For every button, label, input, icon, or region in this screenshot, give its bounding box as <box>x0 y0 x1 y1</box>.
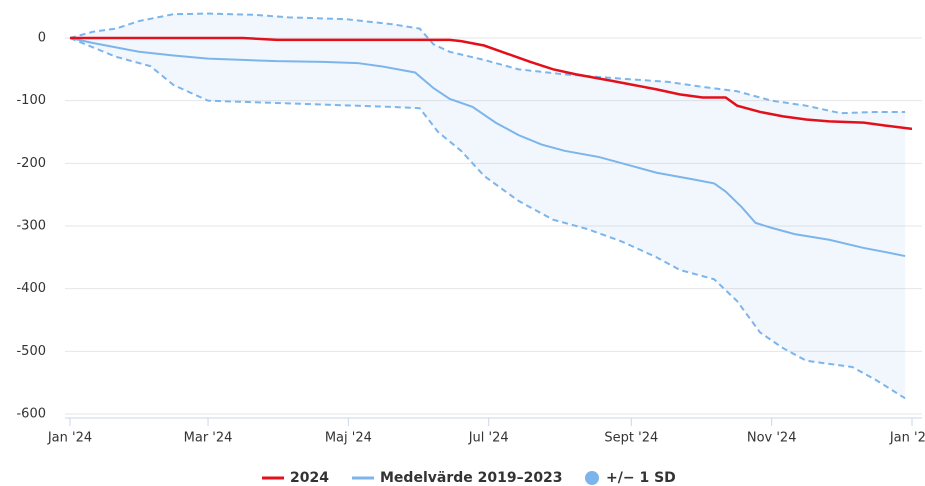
y-tick-label: 0 <box>38 31 46 46</box>
x-tick-label: Nov '24 <box>747 431 797 446</box>
x-tick-label: Maj '24 <box>325 431 372 446</box>
y-tick-label: -600 <box>16 407 46 422</box>
series-line <box>69 37 906 258</box>
x-tick-label: Jul '24 <box>468 431 509 446</box>
y-tick-label: -500 <box>16 344 46 359</box>
x-tick-label: Mar '24 <box>184 431 233 446</box>
legend-label: 2024 <box>290 470 329 486</box>
sd-band <box>70 13 906 399</box>
series-line <box>70 36 913 131</box>
legend-swatch <box>585 471 599 485</box>
x-tick-label: Jan '25 <box>889 431 925 446</box>
y-tick-label: -300 <box>16 219 46 234</box>
y-tick-label: -200 <box>16 156 46 171</box>
x-tick-label: Sept '24 <box>604 431 658 446</box>
y-tick-label: -100 <box>16 93 46 108</box>
sd-upper <box>69 12 906 115</box>
y-tick-label: -400 <box>16 281 46 296</box>
sd-lower <box>69 37 906 400</box>
legend-label: +/− 1 SD <box>606 470 676 486</box>
legend-label: Medelvärde 2019–2023 <box>380 470 563 486</box>
x-tick-label: Jan '24 <box>47 431 92 446</box>
